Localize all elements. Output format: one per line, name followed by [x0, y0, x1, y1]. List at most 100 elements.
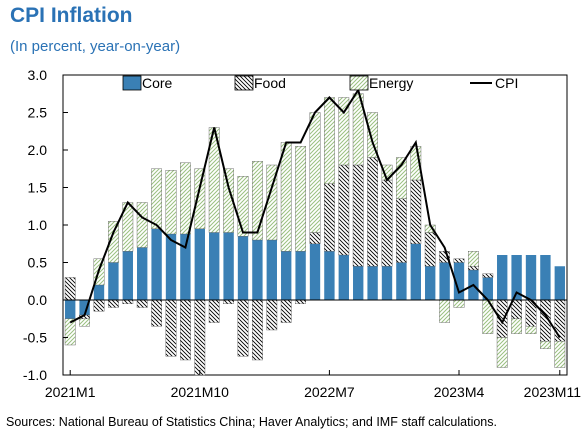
energy-bar	[194, 168, 206, 229]
core-bar	[180, 234, 191, 300]
food-bar	[381, 179, 393, 267]
core-bar	[223, 232, 234, 300]
legend: Core Food Energy CPI	[122, 75, 518, 91]
y-tick-label: 1.0	[28, 217, 48, 233]
legend-swatch-core	[122, 75, 142, 91]
bar-series-group	[64, 93, 566, 376]
food-bar	[410, 179, 422, 244]
energy-bar	[309, 112, 321, 233]
core-bar	[108, 262, 119, 300]
x-tick-label: 2021M1	[45, 384, 96, 400]
energy-bar	[554, 341, 566, 368]
core-bar	[540, 255, 551, 300]
food-bar	[208, 299, 220, 323]
energy-bar	[295, 146, 306, 252]
energy-bar	[453, 299, 465, 308]
food-bar	[338, 164, 350, 256]
food-bar	[194, 299, 206, 376]
legend-label-energy: Energy	[369, 75, 413, 91]
core-bar	[453, 262, 465, 300]
y-tick-label: 2.0	[28, 142, 48, 158]
food-bar	[468, 266, 479, 271]
energy-bar	[511, 318, 522, 334]
food-bar	[295, 299, 306, 304]
x-tick-label: 2022M7	[304, 384, 355, 400]
energy-bar	[151, 168, 162, 229]
food-bar	[165, 299, 177, 357]
energy-bar	[439, 299, 450, 323]
food-bar	[496, 299, 508, 338]
food-bar	[108, 299, 119, 308]
core-bar	[381, 266, 393, 300]
core-bar	[252, 240, 263, 300]
food-bar	[266, 299, 278, 331]
core-bar	[295, 251, 306, 300]
y-tick-label: 3.0	[28, 67, 48, 83]
y-tick-label: 0.5	[28, 255, 48, 271]
core-bar	[324, 251, 335, 300]
legend-label-cpi: CPI	[495, 75, 518, 91]
cpi-line	[69, 87, 561, 339]
core-bar	[497, 255, 508, 300]
food-bar	[280, 299, 292, 323]
y-tick-label: 1.5	[28, 180, 48, 196]
y-tick-label: -0.5	[23, 330, 47, 346]
core-bar	[209, 232, 220, 300]
food-bar	[482, 273, 494, 278]
food-bar	[309, 232, 321, 244]
energy-bar	[540, 341, 551, 349]
energy-bar	[79, 318, 90, 327]
core-bar	[194, 228, 205, 300]
core-bar	[137, 247, 148, 300]
core-bar	[482, 277, 493, 300]
legend-label-core: Core	[142, 75, 173, 91]
food-bar	[64, 277, 76, 301]
energy-bar	[237, 176, 249, 237]
core-bar	[309, 243, 321, 300]
food-bar	[237, 299, 249, 357]
energy-bar	[136, 202, 148, 248]
legend-swatch-energy	[349, 75, 369, 91]
legend-swatch-food	[234, 75, 254, 91]
source-note: Sources: National Bureau of Statistics C…	[6, 415, 497, 429]
y-axis: 3.0 2.5 2.0 1.5 1.0 0.5 0.0 -0.5 -1.0	[23, 67, 68, 383]
energy-bar	[496, 337, 508, 368]
core-bar	[425, 266, 436, 300]
core-bar	[396, 262, 407, 300]
food-bar	[367, 157, 378, 267]
core-bar	[554, 266, 565, 300]
core-bar	[511, 255, 522, 300]
chart-subtitle: (In percent, year-on-year)	[10, 38, 181, 55]
food-bar	[93, 299, 105, 312]
core-bar	[165, 234, 177, 300]
core-bar	[367, 266, 378, 300]
core-bar	[338, 255, 349, 300]
chart-title: CPI Inflation	[10, 4, 133, 27]
y-tick-label: -1.0	[23, 367, 47, 383]
energy-bar	[280, 142, 292, 252]
food-bar	[122, 299, 134, 304]
core-bar	[410, 243, 421, 300]
food-bar	[453, 258, 465, 263]
food-bar	[151, 299, 162, 327]
core-bar	[353, 266, 364, 300]
food-bar	[136, 299, 148, 308]
x-tick-label: 2021M10	[171, 384, 230, 400]
energy-bar	[180, 162, 191, 235]
energy-bar	[468, 251, 479, 267]
core-bar	[65, 300, 76, 319]
food-bar	[396, 198, 407, 263]
energy-bar	[338, 97, 350, 166]
food-bar	[223, 299, 234, 304]
core-bar	[93, 285, 105, 300]
x-tick-label: 2023M11	[524, 384, 582, 400]
x-axis: 2021M1 2021M10 2022M7 2023M4 2023M11	[45, 370, 581, 400]
energy-bar	[367, 112, 378, 158]
energy-bar	[396, 157, 407, 199]
food-bar	[511, 299, 522, 319]
food-bar	[252, 299, 263, 361]
energy-bar	[64, 318, 76, 346]
energy-bar	[324, 97, 335, 184]
core-bar	[281, 251, 292, 300]
